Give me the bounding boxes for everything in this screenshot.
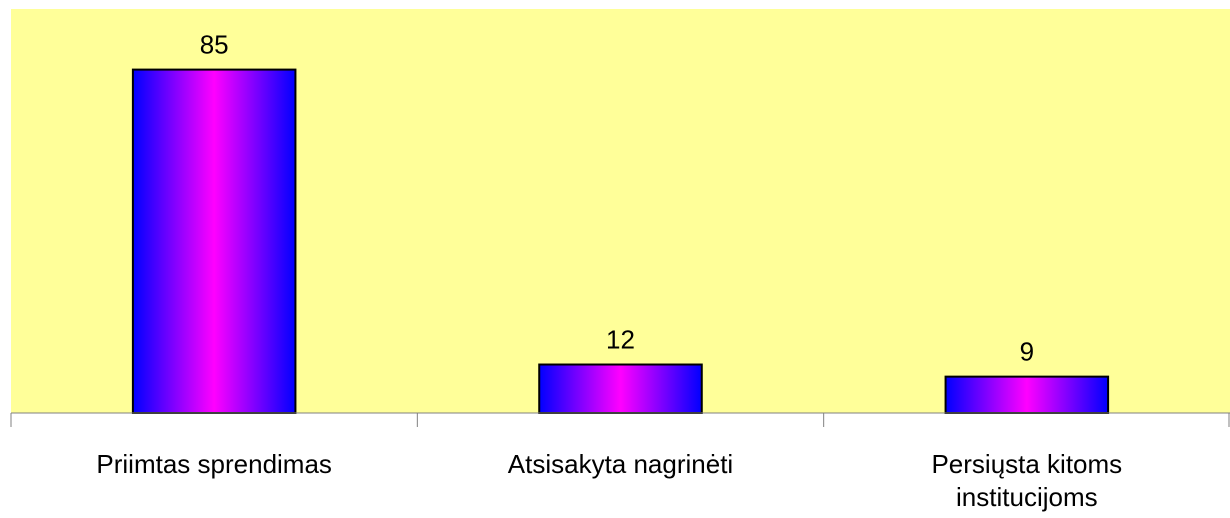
category-label-line: institucijoms [956,482,1098,512]
bar [538,363,703,414]
data-label: 9 [1020,337,1034,367]
category-label: Priimtas sprendimas [96,449,332,479]
data-labels-group: 85 12 9 [200,30,1034,367]
x-axis-ticks [10,413,1230,427]
category-label-line: Persiųsta kitoms [931,449,1122,479]
data-label: 12 [606,325,635,355]
bar [944,375,1110,415]
category-label: Atsisakyta nagrinėti [508,449,733,479]
data-label: 85 [200,30,229,60]
bar [131,68,297,414]
bars-group [131,68,1110,415]
category-label-line: Atsisakyta nagrinėti [508,449,733,479]
category-labels-group: Priimtas sprendimas Atsisakyta nagrinėti P… [96,449,1122,512]
category-label-line: Priimtas sprendimas [96,449,332,479]
category-label: Persiųsta kitoms institucijoms [931,449,1122,512]
